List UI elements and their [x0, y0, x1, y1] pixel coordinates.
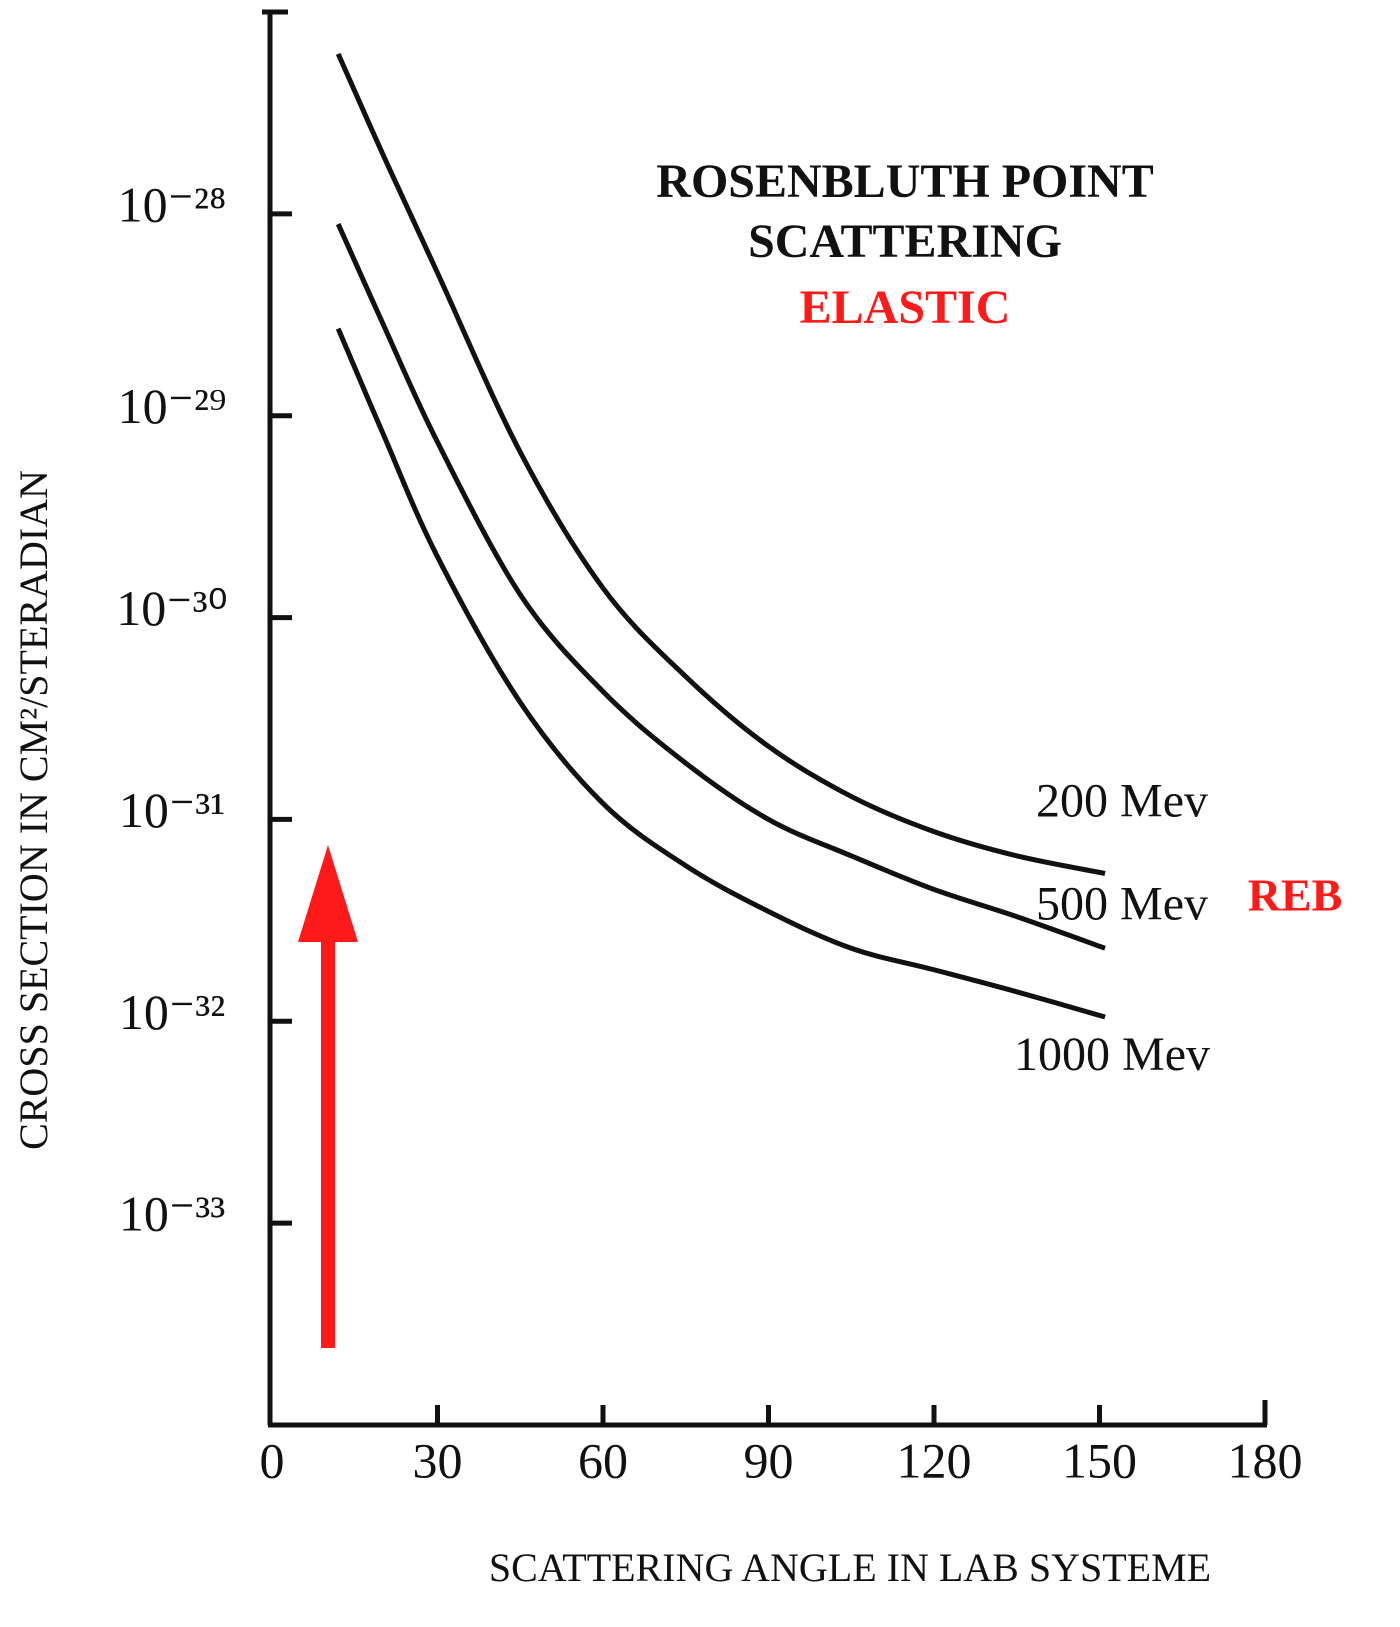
x-axis-label: SCATTERING ANGLE IN LAB SYSTEME — [489, 1545, 1211, 1590]
series-line — [335, 327, 1106, 1020]
x-tick-label: 150 — [1062, 1432, 1137, 1488]
series-label: 1000 Mev — [1014, 1028, 1210, 1081]
chart-title: ROSENBLUTH POINT — [656, 155, 1153, 208]
y-tick-label: 10⁻³⁰ — [116, 580, 227, 636]
series-label: 500 Mev — [1036, 877, 1208, 930]
x-tick-label: 0 — [260, 1432, 285, 1488]
y-axis-label: CROSS SECTION IN CM²/STERADIAN — [11, 470, 56, 1150]
x-tick-label: 120 — [897, 1432, 972, 1488]
y-tick-label: 10⁻³³ — [119, 1186, 225, 1242]
annotation: ELASTIC — [800, 281, 1011, 334]
y-tick-label: 10⁻²⁹ — [118, 378, 227, 434]
series-line — [335, 223, 1106, 951]
x-tick-label: 60 — [578, 1432, 628, 1488]
series-line — [335, 52, 1106, 876]
y-tick-label: 10⁻³¹ — [119, 782, 225, 838]
annotation: REB — [1248, 870, 1343, 921]
arrow-head — [298, 845, 358, 942]
series-label: 200 Mev — [1036, 774, 1208, 827]
x-tick-label: 90 — [744, 1432, 794, 1488]
y-tick-label: 10⁻²⁸ — [118, 176, 227, 232]
y-tick-label: 10⁻³² — [119, 984, 225, 1040]
x-tick-label: 30 — [413, 1432, 463, 1488]
x-tick-label: 180 — [1228, 1432, 1303, 1488]
chart-subtitle: SCATTERING — [748, 215, 1062, 268]
